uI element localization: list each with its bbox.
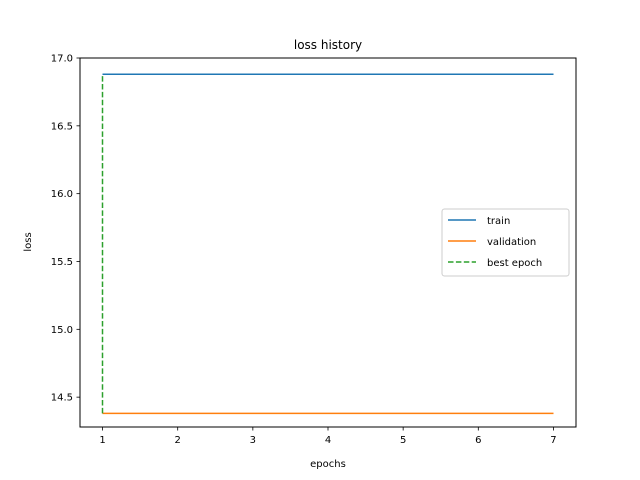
legend-label: best epoch xyxy=(487,258,542,269)
x-tick-label: 5 xyxy=(400,435,406,446)
x-tick-label: 7 xyxy=(550,435,556,446)
plot-area xyxy=(101,73,554,415)
y-tick-label: 15.0 xyxy=(51,325,73,336)
y-tick-label: 17.0 xyxy=(51,54,73,65)
legend-label: train xyxy=(487,216,510,227)
x-tick-label: 2 xyxy=(175,435,181,446)
y-axis: 14.5 15.0 15.5 16.0 16.5 17.0 xyxy=(51,54,80,404)
y-axis-label: loss xyxy=(23,232,34,251)
x-tick-label: 3 xyxy=(250,435,256,446)
legend-label: validation xyxy=(487,237,536,248)
y-tick-label: 15.5 xyxy=(51,257,73,268)
y-tick-label: 14.5 xyxy=(51,393,73,404)
legend: train validation best epoch xyxy=(441,208,570,277)
x-tick-label: 4 xyxy=(325,435,331,446)
x-axis: 1 2 3 4 5 6 7 xyxy=(99,427,557,446)
y-tick-label: 16.0 xyxy=(51,189,73,200)
chart-title: loss history xyxy=(294,38,362,52)
x-tick-label: 6 xyxy=(475,435,481,446)
x-tick-label: 1 xyxy=(99,435,105,446)
x-axis-label: epochs xyxy=(310,459,346,470)
legend-box xyxy=(441,208,570,277)
y-tick-label: 16.5 xyxy=(51,121,73,132)
